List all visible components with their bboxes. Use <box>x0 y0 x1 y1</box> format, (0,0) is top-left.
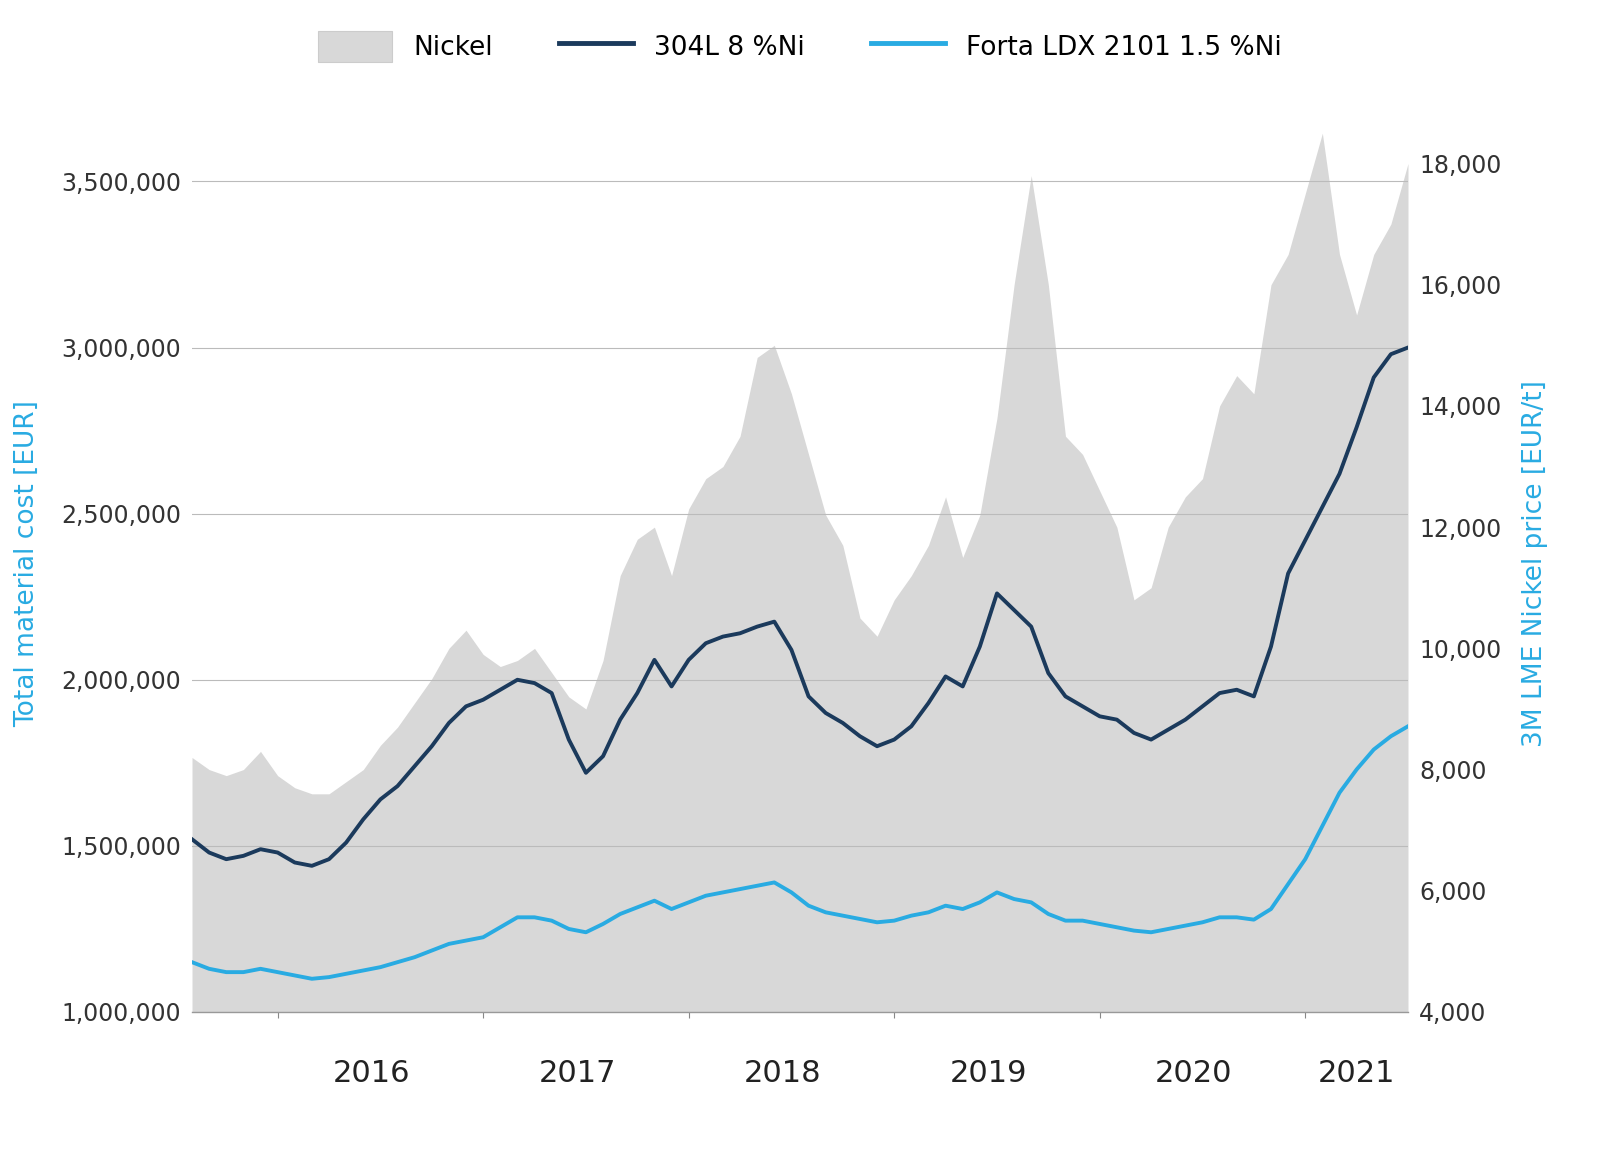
Text: 2018: 2018 <box>744 1058 822 1088</box>
Text: 2016: 2016 <box>333 1058 411 1088</box>
Y-axis label: Total material cost [EUR]: Total material cost [EUR] <box>14 400 40 727</box>
Legend: Nickel, 304L 8 %Ni, Forta LDX 2101 1.5 %Ni: Nickel, 304L 8 %Ni, Forta LDX 2101 1.5 %… <box>307 21 1293 72</box>
Text: 2017: 2017 <box>539 1058 616 1088</box>
Text: 2019: 2019 <box>950 1058 1027 1088</box>
Text: 2020: 2020 <box>1155 1058 1232 1088</box>
Text: 2021: 2021 <box>1318 1058 1395 1088</box>
Y-axis label: 3M LME Nickel price [EUR/t]: 3M LME Nickel price [EUR/t] <box>1522 380 1549 748</box>
